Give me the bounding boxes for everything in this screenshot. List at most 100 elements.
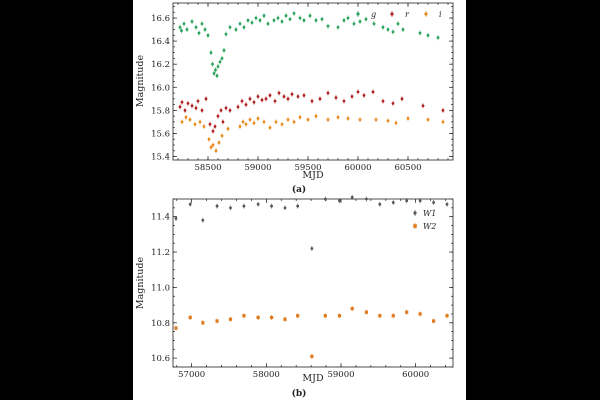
panel-b-point-w1 — [323, 196, 327, 202]
panel-b-point-w2 — [337, 313, 342, 319]
data-marker — [432, 201, 435, 204]
panel-a-point-g — [302, 17, 306, 23]
data-marker — [268, 126, 272, 130]
panel-a-point-g — [215, 73, 219, 79]
panel-a-point-i — [238, 124, 242, 130]
data-marker — [238, 125, 242, 128]
panel-a-point-r — [256, 94, 260, 100]
panel-a-point-i — [198, 119, 202, 125]
data-marker — [374, 118, 378, 121]
data-marker — [426, 33, 430, 37]
data-marker — [358, 20, 362, 23]
panel-b-point-w2 — [310, 353, 314, 359]
panel-a-point-r — [326, 90, 330, 96]
data-marker — [350, 95, 354, 98]
panel-b-y-axis-label: Magnitude — [135, 256, 146, 309]
panel-b-point-w1 — [201, 217, 205, 223]
data-marker — [346, 117, 350, 120]
data-marker — [200, 108, 204, 112]
panel-b-point-w1 — [296, 203, 300, 209]
panel-a-point-i — [292, 119, 296, 125]
data-marker — [400, 97, 404, 101]
data-marker — [418, 31, 422, 35]
data-marker — [276, 16, 280, 20]
panel-a-point-g — [346, 15, 350, 21]
data-marker — [214, 149, 218, 153]
panel-b-point-w1 — [432, 200, 435, 206]
data-marker — [364, 17, 368, 21]
panel-a-point-g — [242, 24, 246, 30]
data-marker — [180, 120, 184, 124]
panel-a-point-i — [220, 133, 224, 139]
data-marker — [270, 204, 273, 208]
panel-b-x-tick-label: 57000 — [178, 370, 205, 380]
data-marker — [266, 22, 270, 26]
data-marker — [342, 99, 346, 103]
panel-a-point-g — [212, 70, 216, 76]
data-marker — [302, 18, 306, 22]
panel-b-legend-label: W2 — [423, 222, 436, 231]
data-marker — [217, 141, 221, 145]
panel-a-point-r — [213, 124, 217, 130]
panel-b-point-w2 — [350, 306, 354, 312]
data-marker — [288, 17, 292, 21]
panel-a-point-i — [336, 114, 340, 120]
panel-a-point-g — [206, 32, 210, 38]
panel-b-point-w1 — [310, 246, 314, 252]
panel-b-legend-item: W1 — [413, 209, 436, 218]
data-marker — [207, 137, 211, 141]
data-marker — [396, 22, 400, 26]
panel-a-point-r — [381, 98, 385, 104]
data-marker — [364, 197, 368, 201]
panel-a-point-g — [320, 16, 324, 22]
panel-a-point-g — [336, 24, 340, 30]
data-marker — [256, 117, 260, 120]
panel-a-point-i — [180, 119, 184, 125]
panel-b-point-w1 — [270, 203, 273, 209]
panel-a-y-tick-label: 16.6 — [151, 14, 170, 24]
panel-b-y-tick-label: 11.4 — [151, 213, 170, 223]
panel-a-point-r — [441, 107, 445, 113]
data-marker — [201, 321, 205, 325]
panel-a-point-g — [209, 50, 213, 56]
panel-a-point-r — [273, 98, 277, 104]
panel-b-point-w2 — [364, 309, 368, 315]
data-marker — [426, 118, 430, 121]
panel-a-legend-label: i — [439, 10, 442, 19]
data-marker — [405, 199, 409, 203]
data-marker — [378, 314, 382, 318]
data-marker — [228, 317, 233, 321]
panel-a-point-r — [350, 94, 354, 100]
panel-a-point-g — [292, 10, 296, 16]
data-marker — [352, 22, 356, 26]
data-marker — [228, 25, 232, 29]
panel-a-label: (a) — [292, 184, 306, 195]
data-marker — [264, 97, 268, 101]
data-marker — [241, 120, 245, 124]
data-marker — [202, 125, 206, 128]
panel-a-point-g — [426, 32, 430, 38]
panel-a-point-i — [286, 117, 290, 123]
panel-a-point-r — [260, 97, 264, 103]
data-marker — [204, 97, 208, 101]
panel-b-point-w1 — [445, 201, 449, 207]
data-marker — [211, 62, 214, 66]
data-marker — [184, 115, 188, 119]
data-marker — [292, 11, 296, 15]
panel-a-x-axis-label: MJD — [302, 170, 324, 181]
data-marker — [213, 125, 217, 128]
panel-a-point-r — [421, 103, 425, 109]
legend-marker — [390, 12, 394, 16]
panel-b-point-w1 — [242, 203, 246, 209]
panel-a-point-r — [224, 105, 228, 111]
data-marker — [219, 108, 223, 112]
data-marker — [391, 30, 395, 34]
panel-b-point-w2 — [296, 313, 300, 319]
panel-a-point-g — [246, 17, 250, 23]
panel-a-y-axis-label: Magnitude — [135, 54, 146, 107]
data-marker — [320, 17, 324, 21]
panel-a-point-r — [334, 95, 338, 101]
panel-a-point-g — [262, 13, 266, 19]
data-marker — [336, 25, 340, 29]
